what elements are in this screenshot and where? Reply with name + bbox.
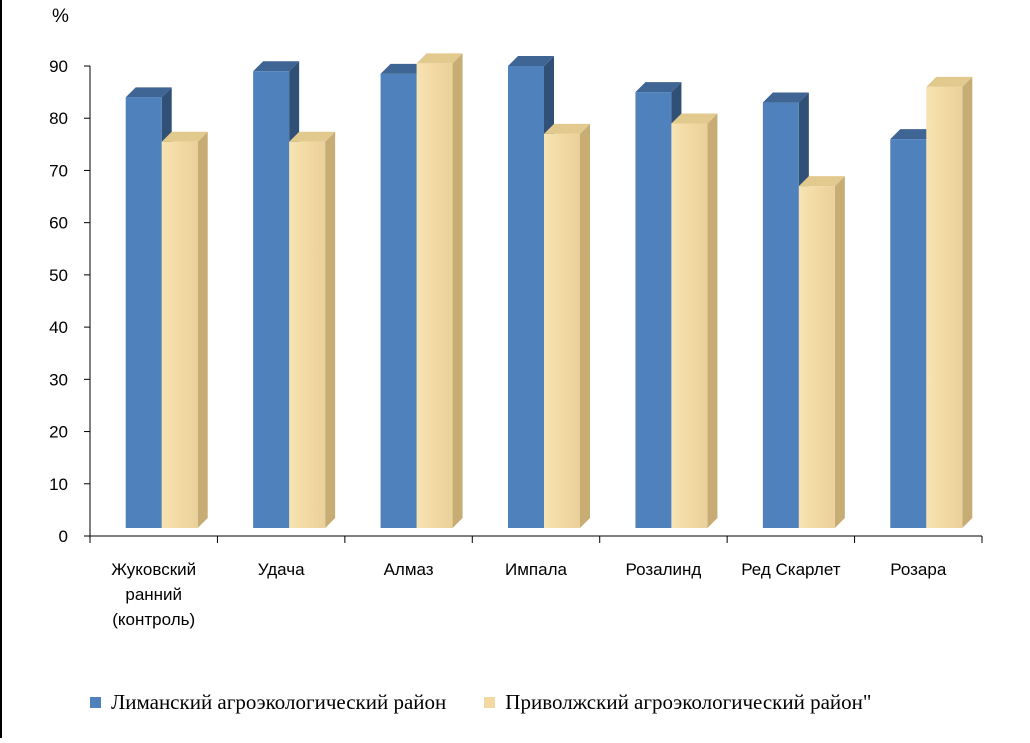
bar-series-1 [125,97,162,528]
y-tick-label: 30 [49,370,68,389]
bar-side-series-2 [834,176,845,528]
bar-side-series-2 [962,76,973,528]
bar-top-series-1 [380,63,427,74]
bar-top-series-2 [289,131,336,142]
bar-top-series-1 [762,92,809,103]
bar-series-2 [798,186,835,528]
bar-top-series-2 [926,76,973,87]
bar-series-1 [890,139,927,528]
y-tick-label: 0 [59,527,68,546]
x-tick-label: Ред Скарлет [741,560,841,579]
bar-series-2 [671,123,708,528]
y-tick-label: 40 [49,318,68,337]
bar-side-series-2 [707,113,718,528]
y-tick-label: 10 [49,475,68,494]
legend-label-series-1: Лиманский агроэкологический район [111,690,447,714]
legend-item-series-2: Приволжский агроэкологический район" [484,690,871,715]
bar-series-2 [926,86,963,528]
bar-series-2 [544,133,580,528]
bar-series-2 [161,141,198,528]
x-tick-label: Розара [890,560,947,579]
bar-top-series-2 [798,176,845,187]
bar-top-series-1 [508,56,554,66]
bar-side-series-2 [197,131,208,528]
y-tick-label: 60 [49,214,68,233]
bar-side-series-2 [325,131,336,528]
bar-top-series-2 [544,123,590,134]
bar-series-1 [380,73,417,528]
bar-series-1 [253,71,290,528]
y-tick-label: 70 [49,161,68,180]
x-tick-label: Алмаз [384,560,434,579]
x-tick-label: Удача [258,560,305,579]
legend: Лиманский агроэкологический район Привол… [90,690,909,715]
bar-top-series-2 [416,53,463,64]
bar-top-series-1 [253,61,300,72]
bar-series-2 [416,63,453,529]
bar-top-series-1 [890,129,937,140]
bar-series-2 [289,141,326,528]
bar-series-1 [635,92,672,528]
y-tick-label: 50 [49,266,68,285]
x-tick-label: Розалинд [626,560,702,579]
y-tick-label: 90 [49,57,68,76]
bar-top-series-1 [125,87,172,98]
legend-swatch-series-2 [484,697,496,708]
x-tick-label: Импала [505,560,567,579]
left-border [0,0,2,738]
legend-swatch-series-1 [90,697,101,708]
x-tick-label: ранний [125,585,182,604]
bar-top-series-2 [671,113,718,124]
bar-series-1 [508,66,544,528]
y-tick-label: 80 [49,109,68,128]
y-axis-label: % [52,6,69,27]
bar-side-series-2 [580,123,590,528]
x-tick-label: (контроль) [112,610,195,629]
legend-label-series-2: Приволжский агроэкологический район" [505,690,872,714]
bar-top-series-2 [161,131,208,142]
bar-side-series-2 [452,53,463,529]
legend-item-series-1: Лиманский агроэкологический район [90,690,446,715]
bar-top-series-1 [635,82,682,93]
y-tick-label: 20 [49,423,68,442]
x-tick-label: Жуковский [111,560,196,579]
bar-series-1 [762,102,799,529]
